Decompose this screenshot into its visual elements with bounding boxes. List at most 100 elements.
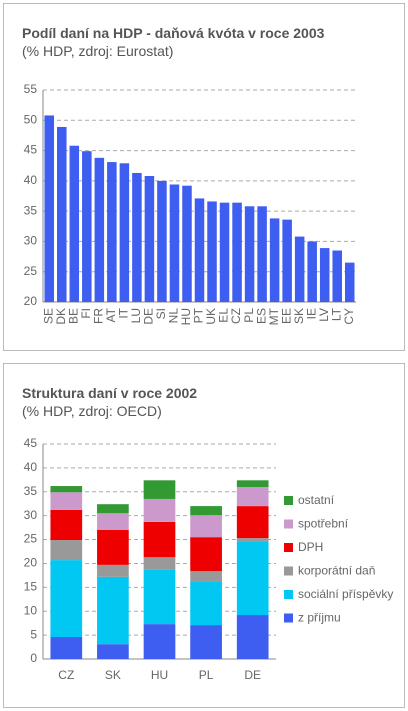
y-tick-label: 50 [24,112,38,126]
bar [269,218,280,302]
x-tick-label: ES [254,308,268,324]
bar-segment [143,624,176,659]
bar [69,145,80,302]
bar [294,236,305,302]
x-tick-label: CZ [58,668,74,682]
bar [232,202,242,302]
y-tick-label: 35 [24,203,38,217]
y-tick-label: 20 [24,294,38,308]
bar-segment [190,571,222,582]
legend-label: z příjmu [298,611,341,625]
x-tick-label: PT [192,307,206,323]
bar-segment [236,541,269,616]
x-tick-label: IE [304,308,318,319]
bar-segment [236,480,269,487]
y-tick-label: 25 [24,532,38,546]
bar [244,206,255,302]
y-tick-label: 15 [24,580,38,594]
chart: 0 5 10 15 20 25 30 35 40 45 CZ SK HU PL DE z příjmu soci… [24,436,394,682]
bar-segment [143,569,176,625]
bar-segment [50,509,83,541]
y-tick-label: 5 [30,627,37,641]
bar-segment [190,537,222,572]
bar [307,241,317,302]
x-tick-label: BE [66,308,80,324]
x-tick-label: HU [179,308,193,325]
bar-segment [190,625,222,659]
bar-segment [143,480,176,499]
bar-segment [97,513,129,530]
bar-segment [143,521,176,558]
x-tick-label: CZ [229,308,243,324]
bar [257,206,267,302]
x-tick-label: AT [104,307,118,322]
bar [144,176,155,302]
bar-segment [50,492,83,510]
bar [82,151,92,302]
bar-segment [143,557,176,570]
bar [94,157,105,302]
x-tick-label: MT [267,307,281,325]
bar [169,184,180,302]
bar [182,185,192,302]
legend-label: sociální příspěvky [298,587,393,601]
bar [344,262,355,302]
y-tick-label: 55 [24,82,38,96]
x-tick-label: FR [92,308,106,324]
x-tick-label: UK [204,308,218,325]
bar [107,162,117,302]
chart-heading: Struktura daní v roce 2002 (% HDP, zdroj:… [22,384,342,420]
bar-segment [190,581,222,626]
bar [157,180,167,302]
y-tick-label: 25 [24,264,38,278]
legend-swatch [284,519,293,529]
y-tick-label: 45 [24,436,38,450]
bar-segment [236,538,269,542]
chart-heading: Podíl daní na HDP - daňová kvóta v roce … [22,24,342,60]
bar [319,248,330,302]
y-tick-label: 30 [24,234,38,248]
x-tick-label: HU [151,668,168,682]
x-tick-label: LT [329,307,343,321]
x-tick-label: LU [129,308,143,323]
x-tick-label: FI [79,308,93,319]
bar [332,250,342,302]
y-tick-label: 30 [24,508,38,522]
legend-label: ostatní [298,493,335,507]
chart-panel: Podíl daní na HDP - daňová kvóta v roce … [3,3,405,351]
x-tick-label: SK [292,308,306,324]
bar [44,115,55,302]
bar [119,163,130,302]
x-tick-label: NL [167,308,181,324]
x-tick-label: CY [342,308,356,325]
y-tick-label: 0 [30,651,37,665]
x-tick-label: PL [199,668,214,682]
bar-segment [97,564,129,577]
bar-segment [50,486,83,493]
chart-panel: Struktura daní v roce 2002 (% HDP, zdroj:… [3,363,405,708]
chart: 20 25 30 35 40 45 50 55 SEDKBEFIFRATITLUDESINLHU… [24,82,356,325]
chart-title: Podíl daní na HDP - daňová kvóta v roce … [22,25,325,41]
x-tick-label: SK [105,668,121,682]
bar [132,172,142,302]
y-tick-label: 40 [24,173,38,187]
x-tick-label: DE [244,668,261,682]
bar-segment [190,515,222,538]
y-tick-label: 20 [24,556,38,570]
bar [57,126,67,302]
x-tick-label: DE [142,308,156,325]
x-tick-label: EL [217,308,231,323]
y-tick-label: 35 [24,484,38,498]
legend-label: DPH [298,540,323,554]
bar-segment [50,540,83,561]
bar-segment [236,615,269,659]
bar [207,201,217,302]
bar-segment [50,560,83,638]
bar-segment [236,506,269,539]
x-tick-label: PL [242,308,256,323]
legend-label: korporátní daň [298,564,375,578]
chart-subtitle: (% HDP, zdroj: OECD) [22,403,162,419]
bar-segment [50,637,83,659]
x-tick-label: SE [41,308,55,324]
bar-segment [97,644,129,659]
